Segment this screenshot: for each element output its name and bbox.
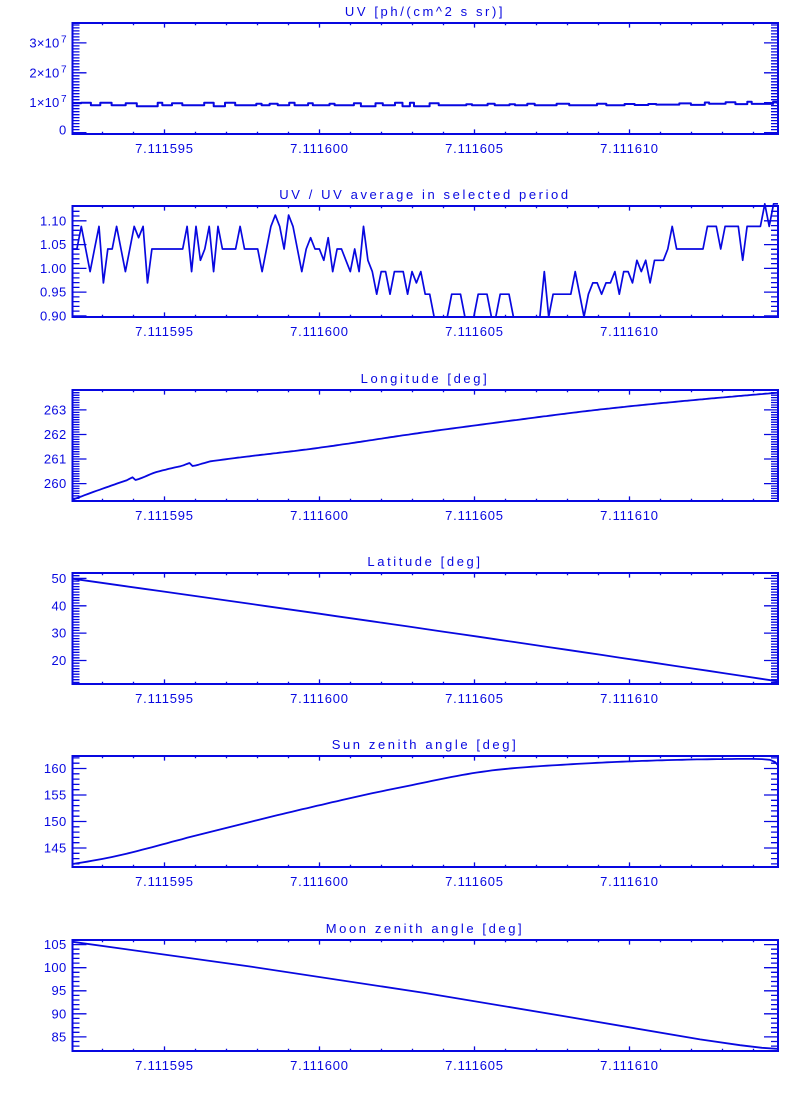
svg-text:7.111610: 7.111610 [600, 1058, 659, 1073]
svg-text:Moon zenith angle [deg]: Moon zenith angle [deg] [326, 921, 525, 936]
svg-text:0.95: 0.95 [40, 285, 67, 300]
svg-text:20: 20 [51, 653, 66, 668]
svg-text:7.111610: 7.111610 [600, 141, 659, 156]
svg-text:Sun zenith angle [deg]: Sun zenith angle [deg] [332, 737, 519, 752]
svg-text:100: 100 [44, 960, 67, 975]
svg-text:7.111595: 7.111595 [135, 1058, 194, 1073]
svg-text:3×10: 3×10 [29, 35, 59, 50]
svg-text:7.111600: 7.111600 [290, 691, 349, 706]
svg-text:7.111600: 7.111600 [290, 874, 349, 889]
svg-text:UV [ph/(cm^2 s sr)]: UV [ph/(cm^2 s sr)] [345, 4, 505, 19]
svg-text:262: 262 [44, 427, 67, 442]
svg-text:85: 85 [51, 1029, 66, 1044]
svg-text:7.111595: 7.111595 [135, 691, 194, 706]
svg-text:150: 150 [44, 814, 67, 829]
svg-text:7.111610: 7.111610 [600, 874, 659, 889]
svg-text:0: 0 [59, 123, 67, 138]
svg-text:7: 7 [61, 34, 67, 45]
svg-text:7.111610: 7.111610 [600, 508, 659, 523]
svg-text:7.111610: 7.111610 [600, 691, 659, 706]
svg-text:160: 160 [44, 761, 67, 776]
svg-text:7.111600: 7.111600 [290, 1058, 349, 1073]
svg-text:7.111595: 7.111595 [135, 508, 194, 523]
svg-text:7.111605: 7.111605 [445, 141, 504, 156]
svg-text:7.111595: 7.111595 [135, 324, 194, 339]
svg-text:7.111600: 7.111600 [290, 508, 349, 523]
svg-text:145: 145 [44, 841, 67, 856]
svg-text:7.111600: 7.111600 [290, 141, 349, 156]
svg-text:Longitude [deg]: Longitude [deg] [361, 371, 490, 386]
svg-text:263: 263 [44, 402, 67, 417]
svg-text:1×10: 1×10 [29, 95, 59, 110]
svg-text:7.111605: 7.111605 [445, 691, 504, 706]
svg-text:90: 90 [51, 1006, 66, 1021]
svg-text:7.111610: 7.111610 [600, 324, 659, 339]
svg-text:7.111600: 7.111600 [290, 324, 349, 339]
svg-text:40: 40 [51, 598, 66, 613]
svg-text:7: 7 [61, 94, 67, 105]
svg-text:7: 7 [61, 64, 67, 75]
svg-text:7.111605: 7.111605 [445, 508, 504, 523]
svg-text:155: 155 [44, 788, 67, 803]
svg-text:7.111595: 7.111595 [135, 874, 194, 889]
svg-text:7.111595: 7.111595 [135, 141, 194, 156]
svg-text:95: 95 [51, 983, 66, 998]
svg-text:260: 260 [44, 476, 67, 491]
svg-text:2×10: 2×10 [29, 65, 59, 80]
svg-text:UV / UV average in selected pe: UV / UV average in selected period [279, 187, 570, 202]
svg-text:1.00: 1.00 [40, 261, 67, 276]
svg-text:50: 50 [51, 571, 66, 586]
svg-text:7.111605: 7.111605 [445, 1058, 504, 1073]
svg-text:1.05: 1.05 [40, 237, 67, 252]
svg-text:105: 105 [44, 937, 67, 952]
svg-text:7.111605: 7.111605 [445, 324, 504, 339]
svg-text:1.10: 1.10 [40, 213, 67, 228]
svg-text:7.111605: 7.111605 [445, 874, 504, 889]
svg-text:30: 30 [51, 626, 66, 641]
svg-text:Latitude [deg]: Latitude [deg] [367, 554, 482, 569]
svg-text:0.90: 0.90 [40, 308, 67, 323]
svg-text:261: 261 [44, 452, 67, 467]
